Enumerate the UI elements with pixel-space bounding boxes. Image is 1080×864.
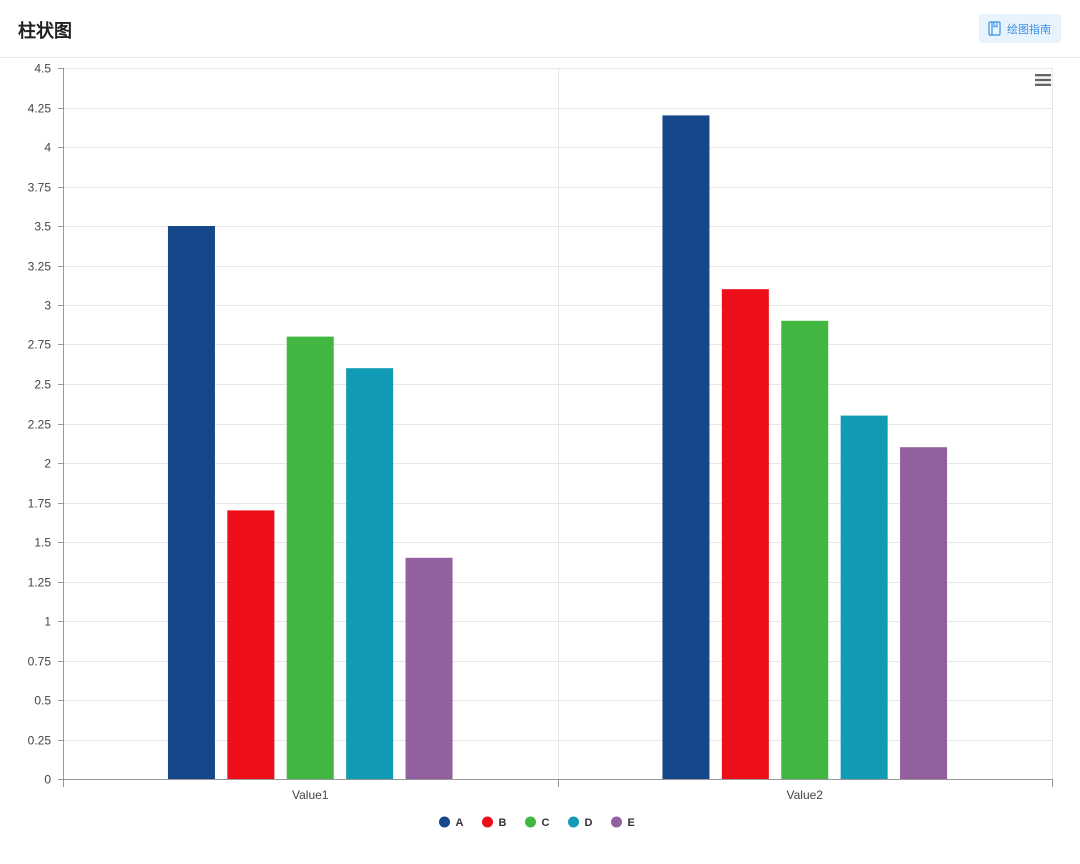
bar-E-Value2[interactable] <box>900 447 948 779</box>
legend: A B C D E <box>439 816 635 830</box>
bars <box>167 115 948 779</box>
bar-B-Value2[interactable] <box>721 289 769 779</box>
bar-D-Value1[interactable] <box>346 368 394 779</box>
legend-marker-E <box>611 816 622 828</box>
legend-marker-D <box>568 816 579 828</box>
bar-C-Value2[interactable] <box>781 320 829 779</box>
legend-label-A: A <box>456 817 464 829</box>
legend-item-C[interactable]: C <box>525 816 550 830</box>
y-tick-label: 2.25 <box>28 418 52 432</box>
hamburger-menu-icon[interactable] <box>1035 73 1051 91</box>
legend-item-B[interactable]: B <box>482 816 507 830</box>
legend-label-B: B <box>499 817 507 829</box>
y-tick-label: 4 <box>44 141 51 155</box>
y-tick-label: 3 <box>44 299 51 313</box>
y-tick-label: 1.75 <box>28 497 52 511</box>
bar-E-Value1[interactable] <box>405 557 453 779</box>
y-tick-label: 0 <box>44 773 51 787</box>
y-tick-label: 0.25 <box>28 734 52 748</box>
chart-container: 0 0.25 0.5 0.75 1 1.25 1.5 1.75 2 2.25 2.5 2.75 3 3.2… <box>0 58 1080 859</box>
y-tick-label: 1 <box>44 615 51 629</box>
y-tick-label: 4.25 <box>28 102 52 116</box>
legend-label-D: D <box>585 817 593 829</box>
y-tick-label: 2.75 <box>28 338 52 352</box>
y-tick-label: 2 <box>44 457 51 471</box>
axes: 0 0.25 0.5 0.75 1 1.25 1.5 1.75 2 2.25 2.5 2.75 3 3.2… <box>28 62 1053 802</box>
y-tick-label: 4.5 <box>34 62 51 76</box>
y-tick-label: 1.5 <box>34 536 51 550</box>
y-tick-label: 0.75 <box>28 655 52 669</box>
bar-chart: 0 0.25 0.5 0.75 1 1.25 1.5 1.75 2 2.25 2.5 2.75 3 3.2… <box>28 62 1053 830</box>
book-icon <box>988 21 1001 36</box>
y-tick-label: 0.5 <box>34 694 51 708</box>
legend-item-D[interactable]: D <box>568 816 593 830</box>
legend-label-E: E <box>628 817 635 829</box>
drawing-guide-button[interactable]: 绘图指南 <box>979 14 1061 43</box>
bar-A-Value1[interactable] <box>167 226 215 779</box>
bar-C-Value1[interactable] <box>286 336 334 779</box>
y-tick-label: 2.5 <box>34 378 51 392</box>
y-tick-label: 1.25 <box>28 576 52 590</box>
x-tick-label: Value2 <box>787 788 824 802</box>
y-tick-label: 3.5 <box>34 220 51 234</box>
page-header: 柱状图 绘图指南 <box>0 0 1080 58</box>
bar-D-Value2[interactable] <box>840 415 888 779</box>
legend-label-C: C <box>542 817 550 829</box>
legend-marker-B <box>482 816 493 828</box>
legend-marker-C <box>525 816 536 828</box>
legend-item-E[interactable]: E <box>611 816 635 830</box>
legend-marker-A <box>439 816 450 828</box>
x-tick-label: Value1 <box>292 788 329 802</box>
legend-item-A[interactable]: A <box>439 816 464 830</box>
bar-A-Value2[interactable] <box>662 115 710 779</box>
y-tick-label: 3.25 <box>28 260 52 274</box>
drawing-guide-label: 绘图指南 <box>1007 23 1051 36</box>
page-title: 柱状图 <box>18 21 72 41</box>
bar-B-Value1[interactable] <box>227 510 275 779</box>
y-tick-label: 3.75 <box>28 181 52 195</box>
